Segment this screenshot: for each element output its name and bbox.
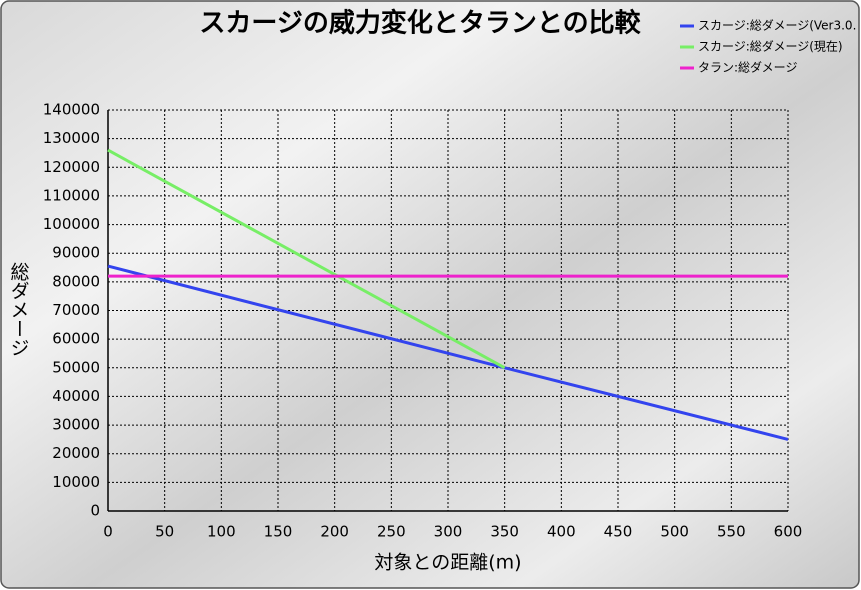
legend-label: スカージ:総ダメージ(現在): [698, 39, 843, 54]
y-tick-label: 60000: [52, 330, 100, 348]
x-tick-label: 150: [264, 523, 293, 541]
y-axis-label: 総ダメージ: [8, 262, 30, 357]
x-tick-label: 550: [717, 523, 746, 541]
y-tick-label: 40000: [52, 387, 100, 405]
y-tick-label: 70000: [52, 301, 100, 319]
x-tick-label: 250: [377, 523, 406, 541]
x-tick-label: 50: [155, 523, 174, 541]
y-tick-label: 130000: [43, 129, 100, 147]
x-tick-label: 200: [320, 523, 349, 541]
y-tick-label: 0: [90, 502, 100, 520]
x-tick-label: 450: [604, 523, 633, 541]
x-tick-label: 600: [774, 523, 803, 541]
legend-label: タラン:総ダメージ: [698, 60, 797, 75]
chart-title: スカージの威力変化とタランとの比較: [199, 8, 641, 39]
y-tick-label: 110000: [43, 186, 100, 204]
x-tick-label: 500: [660, 523, 689, 541]
y-tick-label: 80000: [52, 272, 100, 290]
y-tick-label: 50000: [52, 358, 100, 376]
y-tick-label: 100000: [43, 215, 100, 233]
series-line: [107, 148, 506, 370]
x-tick-label: 350: [490, 523, 519, 541]
y-tick-label: 90000: [52, 244, 100, 262]
y-tick-label: 10000: [52, 473, 100, 491]
legend: スカージ:総ダメージ(Ver3.0. スカージ:総ダメージ(現在) タラン:総ダメー…: [680, 18, 856, 75]
x-axis-label: 対象との距離(m): [374, 552, 521, 574]
legend-label: スカージ:総ダメージ(Ver3.0.: [698, 18, 856, 33]
x-tick-label: 300: [434, 523, 463, 541]
y-tick-label: 120000: [43, 158, 100, 176]
x-tick-label: 400: [547, 523, 576, 541]
x-tick-label: 100: [207, 523, 236, 541]
y-tick-label: 20000: [52, 444, 100, 462]
y-tick-label: 30000: [52, 416, 100, 434]
x-tick-label: 0: [103, 523, 113, 541]
series-line: [107, 264, 789, 441]
y-tick-label: 140000: [43, 101, 100, 119]
